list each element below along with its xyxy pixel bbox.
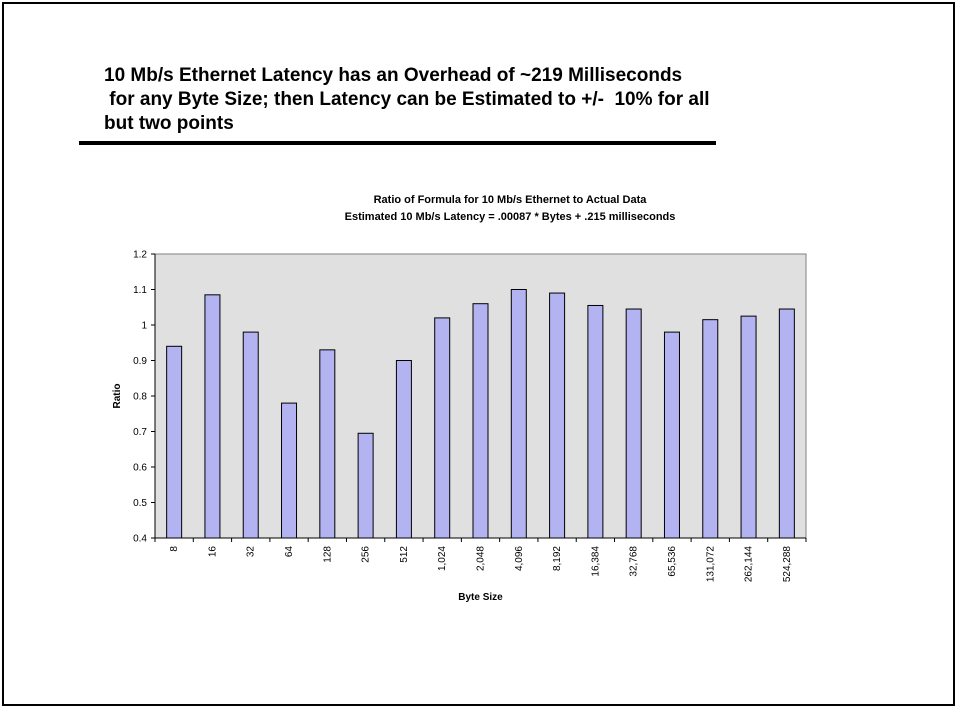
headline-line-3: but two points bbox=[104, 113, 234, 134]
bar bbox=[281, 402, 298, 539]
bar bbox=[625, 308, 642, 539]
x-tick-label: 512 bbox=[399, 546, 410, 563]
headline-line-2: for any Byte Size; then Latency can be E… bbox=[104, 89, 710, 110]
x-tick-label: 65,536 bbox=[667, 546, 678, 577]
bar bbox=[204, 294, 221, 539]
headline-line-1: 10 Mb/s Ethernet Latency has an Overhead… bbox=[104, 65, 683, 86]
bar bbox=[166, 345, 183, 539]
slide-headline: 10 Mb/s Ethernet Latency has an Overhead… bbox=[104, 64, 804, 136]
x-tick-label: 128 bbox=[322, 546, 333, 563]
x-tick-label: 4,096 bbox=[514, 546, 525, 571]
headline-underline bbox=[79, 141, 716, 145]
bar bbox=[357, 432, 374, 539]
x-tick-label: 32,768 bbox=[629, 546, 640, 577]
bar bbox=[434, 317, 451, 539]
bar bbox=[242, 331, 259, 539]
y-tick-label: 0.8 bbox=[133, 392, 147, 403]
x-tick-label: 8,192 bbox=[552, 546, 563, 571]
bar bbox=[549, 292, 566, 539]
x-tick-label: 8 bbox=[169, 546, 180, 552]
x-tick-label: 64 bbox=[284, 546, 295, 558]
bar bbox=[702, 319, 719, 539]
x-tick-label: 16 bbox=[207, 546, 218, 558]
bar bbox=[778, 308, 795, 539]
chart-title: Ratio of Formula for 10 Mb/s Ethernet to… bbox=[373, 194, 647, 206]
x-tick-label: 256 bbox=[361, 546, 372, 563]
chart-title-block: Ratio of Formula for 10 Mb/s Ethernet to… bbox=[200, 192, 820, 226]
y-tick-label: 1.2 bbox=[133, 250, 147, 261]
bar bbox=[472, 303, 489, 539]
y-tick-label: 0.6 bbox=[133, 463, 147, 474]
x-tick-label: 32 bbox=[246, 546, 257, 558]
chart-subtitle: Estimated 10 Mb/s Latency = .00087 * Byt… bbox=[344, 211, 676, 223]
y-tick-label: 0.7 bbox=[133, 427, 147, 438]
x-tick-label: 131,072 bbox=[705, 546, 716, 583]
y-axis-title: Ratio bbox=[112, 384, 123, 409]
bar bbox=[319, 349, 336, 539]
bar bbox=[587, 304, 604, 539]
x-tick-label: 262,144 bbox=[744, 546, 755, 583]
y-tick-label: 0.5 bbox=[133, 498, 147, 509]
x-tick-label: 16,384 bbox=[590, 546, 601, 577]
x-tick-label: 524,288 bbox=[782, 546, 793, 583]
y-tick-label: 1 bbox=[141, 321, 147, 332]
bar bbox=[510, 289, 527, 539]
bar bbox=[663, 331, 680, 539]
x-tick-label: 2,048 bbox=[476, 546, 487, 571]
bar bbox=[395, 360, 412, 539]
bar bbox=[740, 315, 757, 539]
y-tick-label: 0.9 bbox=[133, 356, 147, 367]
y-tick-label: 0.4 bbox=[133, 534, 147, 545]
y-tick-label: 1.1 bbox=[133, 285, 147, 296]
x-axis-title: Byte Size bbox=[458, 592, 503, 603]
x-tick-label: 1,024 bbox=[437, 546, 448, 571]
